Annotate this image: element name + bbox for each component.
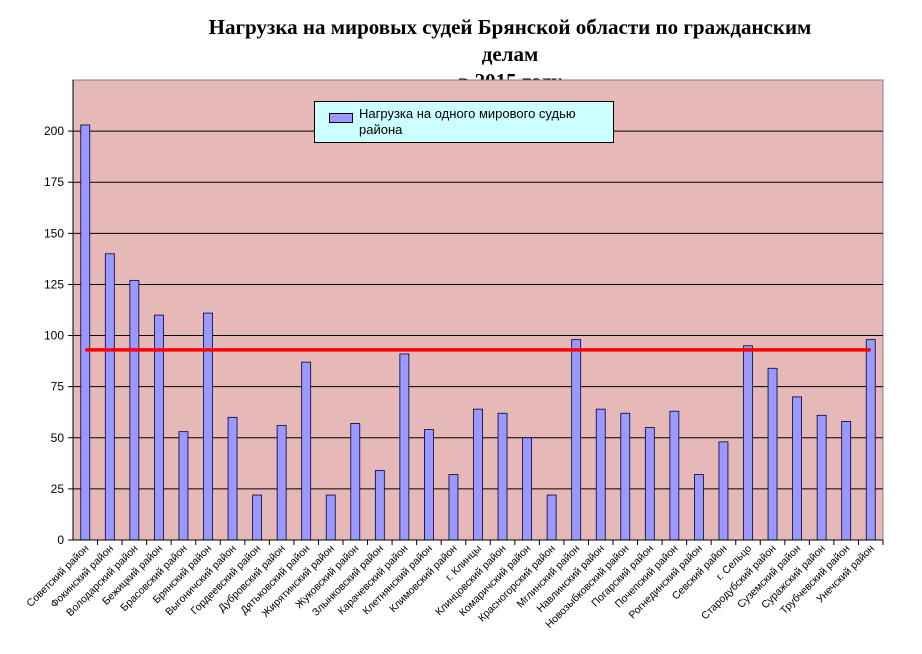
y-tick-label: 150 bbox=[44, 226, 64, 240]
bar bbox=[473, 408, 483, 541]
bar bbox=[743, 345, 753, 541]
y-tick-label: 25 bbox=[51, 482, 65, 496]
bar bbox=[497, 412, 508, 541]
bar bbox=[399, 353, 410, 541]
bar bbox=[350, 423, 361, 541]
chart-title-line-2: делам bbox=[481, 42, 539, 66]
bar bbox=[325, 494, 336, 541]
bar bbox=[129, 279, 140, 541]
bar bbox=[669, 410, 680, 541]
bar bbox=[448, 474, 459, 541]
bar bbox=[276, 425, 287, 541]
bar bbox=[694, 474, 704, 541]
bar bbox=[374, 470, 385, 541]
bar bbox=[80, 124, 91, 541]
bar bbox=[718, 441, 729, 541]
bar bbox=[424, 429, 434, 541]
bar bbox=[522, 437, 532, 541]
legend-swatch bbox=[329, 113, 353, 123]
y-tick-label: 200 bbox=[44, 124, 64, 138]
bar bbox=[767, 367, 778, 541]
bar bbox=[178, 431, 189, 541]
chart-title-line-1: Нагрузка на мировых судей Брянской облас… bbox=[208, 15, 812, 39]
y-tick-label: 100 bbox=[44, 329, 64, 343]
bar bbox=[252, 494, 262, 541]
bar bbox=[301, 361, 312, 541]
y-tick-label: 175 bbox=[44, 175, 64, 189]
bar bbox=[203, 312, 213, 541]
legend: Нагрузка на одного мирового судью района bbox=[314, 101, 614, 143]
y-tick-label: 50 bbox=[51, 431, 65, 445]
bar bbox=[841, 421, 852, 541]
y-tick-label: 0 bbox=[57, 533, 64, 547]
bar bbox=[546, 494, 557, 541]
bar bbox=[792, 396, 802, 541]
chart-title: Нагрузка на мировых судей Брянской облас… bbox=[130, 14, 890, 95]
bar bbox=[620, 412, 631, 541]
y-tick-label: 75 bbox=[51, 380, 65, 394]
bar bbox=[227, 416, 238, 541]
bar bbox=[595, 408, 606, 541]
y-tick-label: 125 bbox=[44, 277, 64, 291]
bar bbox=[644, 427, 655, 541]
bar bbox=[865, 339, 876, 541]
bar bbox=[104, 253, 115, 541]
bar bbox=[816, 414, 827, 541]
bar bbox=[571, 339, 582, 541]
legend-label: Нагрузка на одного мирового судью района bbox=[359, 106, 576, 137]
